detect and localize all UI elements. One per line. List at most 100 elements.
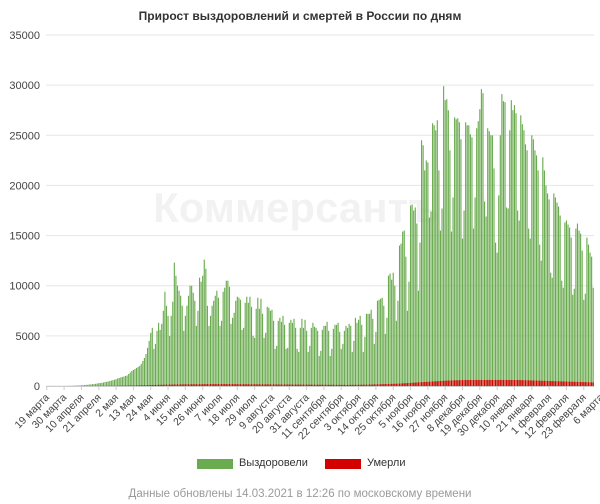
bar-deaths[interactable] — [576, 381, 579, 386]
bar-recovered[interactable] — [517, 210, 519, 387]
bar-deaths[interactable] — [359, 384, 361, 386]
bar-recovered[interactable] — [565, 220, 568, 386]
bar-recovered[interactable] — [498, 195, 500, 386]
bar-recovered[interactable] — [266, 306, 268, 386]
bar-recovered[interactable] — [521, 124, 523, 386]
bar-recovered[interactable] — [350, 325, 352, 386]
bar-recovered[interactable] — [419, 242, 421, 386]
bar-recovered[interactable] — [153, 348, 155, 386]
bar-deaths[interactable] — [562, 381, 564, 386]
bar-recovered[interactable] — [351, 351, 353, 386]
bar-recovered[interactable] — [441, 208, 443, 386]
bar-recovered[interactable] — [326, 321, 328, 386]
bar-recovered[interactable] — [82, 385, 84, 386]
bar-recovered[interactable] — [358, 319, 360, 386]
bar-recovered[interactable] — [526, 150, 528, 386]
bar-recovered[interactable] — [513, 105, 516, 386]
bar-recovered[interactable] — [284, 324, 286, 386]
bar-deaths[interactable] — [458, 380, 460, 386]
bar-recovered[interactable] — [424, 170, 426, 386]
bar-deaths[interactable] — [137, 385, 139, 386]
bar-recovered[interactable] — [121, 376, 123, 386]
bar-deaths[interactable] — [227, 384, 229, 386]
bar-recovered[interactable] — [254, 337, 256, 386]
bar-deaths[interactable] — [465, 379, 467, 386]
bar-recovered[interactable] — [554, 197, 556, 386]
bar-deaths[interactable] — [417, 382, 419, 386]
bar-deaths[interactable] — [291, 384, 294, 386]
bar-deaths[interactable] — [304, 384, 306, 386]
bar-deaths[interactable] — [175, 384, 177, 386]
bar-recovered[interactable] — [362, 351, 364, 386]
bar-deaths[interactable] — [565, 381, 568, 386]
bar-deaths[interactable] — [535, 380, 538, 386]
bar-deaths[interactable] — [299, 384, 301, 386]
bar-recovered[interactable] — [392, 272, 394, 386]
bar-deaths[interactable] — [350, 384, 352, 386]
bar-deaths[interactable] — [529, 380, 531, 386]
bar-recovered[interactable] — [318, 355, 320, 386]
bar-deaths[interactable] — [197, 384, 199, 386]
bar-deaths[interactable] — [545, 380, 547, 386]
bar-recovered[interactable] — [169, 335, 171, 386]
bar-recovered[interactable] — [383, 305, 385, 386]
bar-deaths[interactable] — [583, 382, 585, 386]
bar-deaths[interactable] — [209, 384, 212, 386]
bar-recovered[interactable] — [416, 223, 418, 386]
bar-recovered[interactable] — [587, 244, 590, 386]
bar-deaths[interactable] — [257, 384, 259, 386]
bar-deaths[interactable] — [337, 384, 339, 386]
bar-deaths[interactable] — [513, 379, 516, 386]
bar-recovered[interactable] — [321, 329, 323, 386]
bar-recovered[interactable] — [208, 325, 210, 386]
bar-recovered[interactable] — [120, 377, 122, 386]
bar-deaths[interactable] — [386, 384, 388, 386]
bar-deaths[interactable] — [263, 384, 265, 386]
bar-deaths[interactable] — [247, 384, 249, 386]
bar-deaths[interactable] — [561, 381, 563, 386]
bar-deaths[interactable] — [134, 385, 136, 386]
bar-recovered[interactable] — [209, 315, 212, 386]
bar-recovered[interactable] — [413, 210, 415, 387]
bar-recovered[interactable] — [482, 93, 484, 387]
bar-deaths[interactable] — [496, 379, 498, 386]
bar-deaths[interactable] — [139, 385, 141, 386]
bar-deaths[interactable] — [354, 384, 356, 386]
bar-recovered[interactable] — [425, 160, 427, 386]
bar-recovered[interactable] — [542, 157, 544, 386]
bar-recovered[interactable] — [576, 223, 579, 386]
bar-deaths[interactable] — [387, 383, 390, 386]
bar-deaths[interactable] — [493, 379, 495, 386]
bar-deaths[interactable] — [587, 382, 590, 386]
bar-recovered[interactable] — [591, 256, 593, 386]
bar-deaths[interactable] — [380, 384, 382, 386]
bar-recovered[interactable] — [558, 206, 560, 386]
bar-deaths[interactable] — [499, 379, 501, 386]
bar-recovered[interactable] — [540, 260, 542, 386]
bar-recovered[interactable] — [143, 357, 145, 386]
bar-deaths[interactable] — [323, 384, 325, 386]
bar-recovered[interactable] — [162, 310, 164, 386]
bar-deaths[interactable] — [235, 384, 237, 386]
bar-deaths[interactable] — [430, 381, 432, 386]
bar-recovered[interactable] — [200, 281, 202, 386]
bar-recovered[interactable] — [104, 381, 106, 386]
bar-deaths[interactable] — [403, 383, 405, 386]
bar-recovered[interactable] — [332, 328, 334, 386]
bar-deaths[interactable] — [233, 384, 235, 386]
bar-deaths[interactable] — [589, 382, 591, 386]
bar-deaths[interactable] — [556, 381, 558, 386]
bar-deaths[interactable] — [427, 381, 429, 386]
bar-deaths[interactable] — [274, 384, 276, 386]
bar-recovered[interactable] — [534, 150, 536, 386]
bar-recovered[interactable] — [468, 125, 470, 386]
bar-recovered[interactable] — [90, 384, 92, 386]
bar-recovered[interactable] — [255, 308, 257, 386]
bar-deaths[interactable] — [309, 384, 311, 386]
bar-recovered[interactable] — [556, 202, 558, 386]
bar-deaths[interactable] — [376, 384, 379, 386]
bar-deaths[interactable] — [512, 379, 514, 386]
bar-deaths[interactable] — [211, 384, 213, 386]
bar-recovered[interactable] — [191, 285, 193, 386]
bar-recovered[interactable] — [457, 118, 459, 387]
